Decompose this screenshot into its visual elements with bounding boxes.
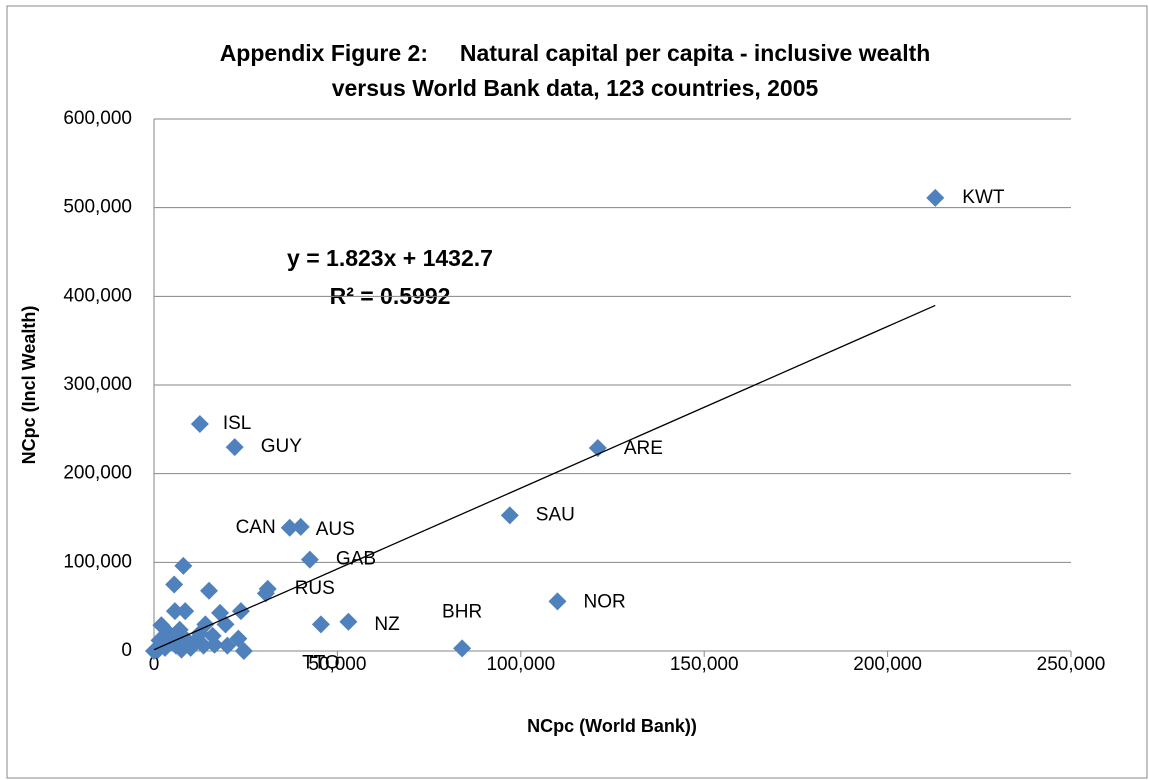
data-point <box>203 626 222 645</box>
y-axis-title: NCpc (Incl Wealth) <box>19 306 39 465</box>
y-tick-label: 200,000 <box>63 463 132 484</box>
x-tick-label: 0 <box>149 654 160 675</box>
point-label: SAU <box>536 504 575 525</box>
y-tick-label: 400,000 <box>63 285 132 306</box>
data-point <box>234 642 253 660</box>
point-label: GUY <box>261 436 303 457</box>
point-label: ISL <box>223 413 252 434</box>
data-point <box>176 602 195 621</box>
point-label: BHR <box>442 601 482 622</box>
data-point <box>200 581 219 600</box>
data-point <box>548 592 567 611</box>
x-axis-title: NCpc (World Bank)) <box>527 716 697 736</box>
data-point <box>218 636 237 655</box>
y-tick-label: 0 <box>121 640 132 661</box>
point-label: ARE <box>624 438 663 459</box>
data-point <box>190 624 209 643</box>
point-label: NZ <box>374 614 400 635</box>
x-tick-label: 200,000 <box>853 654 922 675</box>
chart-title-line-1: Appendix Figure 2: Natural capital per c… <box>220 40 931 66</box>
x-tick-label: 50,000 <box>308 654 366 675</box>
data-point <box>225 438 244 457</box>
data-point <box>300 550 319 569</box>
y-tick-label: 100,000 <box>63 551 132 572</box>
data-point <box>926 188 945 207</box>
data-point <box>291 517 310 536</box>
y-tick-label: 300,000 <box>63 374 132 395</box>
chart-border <box>6 5 1148 779</box>
point-label: RUS <box>295 578 335 599</box>
data-point <box>145 642 163 660</box>
point-label: TTO <box>302 652 340 673</box>
data-point <box>172 640 191 659</box>
point-label: CAN <box>236 517 276 538</box>
chart-title-line-2: versus World Bank data, 123 countries, 2… <box>332 75 819 101</box>
data-point <box>190 415 209 434</box>
y-tick-label: 600,000 <box>63 108 132 129</box>
point-label: AUS <box>316 519 355 540</box>
data-point <box>339 612 358 631</box>
point-label: NOR <box>583 591 625 612</box>
point-label: GAB <box>336 549 376 570</box>
x-tick-label: 100,000 <box>486 654 555 675</box>
point-label: KWT <box>962 187 1005 208</box>
trendline-equation: y = 1.823x + 1432.7 <box>287 245 493 271</box>
data-point <box>453 639 472 658</box>
trendline <box>153 304 936 651</box>
x-tick-label: 250,000 <box>1037 654 1106 675</box>
data-point <box>165 602 184 621</box>
y-tick-label: 500,000 <box>63 197 132 218</box>
x-tick-label: 150,000 <box>670 654 739 675</box>
data-point <box>280 518 299 537</box>
data-point <box>165 575 184 594</box>
data-point <box>500 506 519 525</box>
data-point <box>311 615 330 634</box>
data-point <box>174 556 193 575</box>
